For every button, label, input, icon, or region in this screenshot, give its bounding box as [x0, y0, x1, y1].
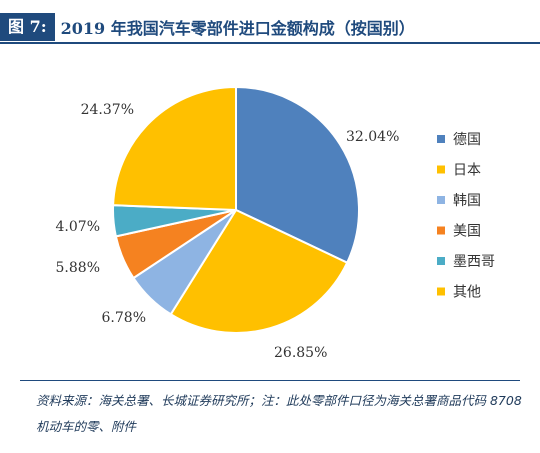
legend-swatch-2: [437, 165, 445, 174]
data-label-5: 4.07%: [56, 219, 100, 235]
pie-slices: [112, 85, 360, 334]
legend-label-3: 韩国: [453, 193, 481, 209]
legend-swatch-4: [437, 226, 445, 235]
pie-slice-2: [169, 208, 349, 334]
figure-header: 图 7: 2019 年我国汽车零部件进口金额构成（按国别）: [0, 12, 540, 42]
pie-slice-1: [235, 85, 360, 265]
legend-label-5: 墨西哥: [453, 254, 495, 270]
legend-label-4: 美国: [453, 224, 481, 240]
chart-title: 2019 年我国汽车零部件进口金额构成（按国别）: [60, 19, 415, 38]
figure-tag: 图 7:: [0, 13, 55, 41]
data-label-2: 26.85%: [274, 345, 327, 361]
source-note: 资料来源：海关总署、长城证券研究所；注：此处零部件口径为海关总署商品代码 870…: [36, 393, 522, 434]
source-divider: [20, 380, 520, 381]
pie-slice-6: [112, 85, 237, 212]
legend-label-6: 其他: [453, 285, 481, 301]
legend-swatch-5: [437, 257, 445, 265]
legend-swatch-3: [437, 196, 445, 204]
legend-label-2: 日本: [453, 163, 481, 179]
legend-label-1: 德国: [453, 132, 481, 148]
data-labels: 32.04% 26.85% 6.78% 5.88% 4.07% 24.37%: [56, 102, 400, 361]
data-label-6: 24.37%: [81, 102, 134, 118]
data-label-1: 32.04%: [346, 129, 399, 145]
data-label-3: 6.78%: [102, 310, 146, 326]
data-label-4: 5.88%: [56, 260, 100, 276]
title-divider: [0, 42, 540, 44]
legend-swatch-1: [437, 135, 445, 143]
legend-swatch-6: [437, 287, 445, 296]
